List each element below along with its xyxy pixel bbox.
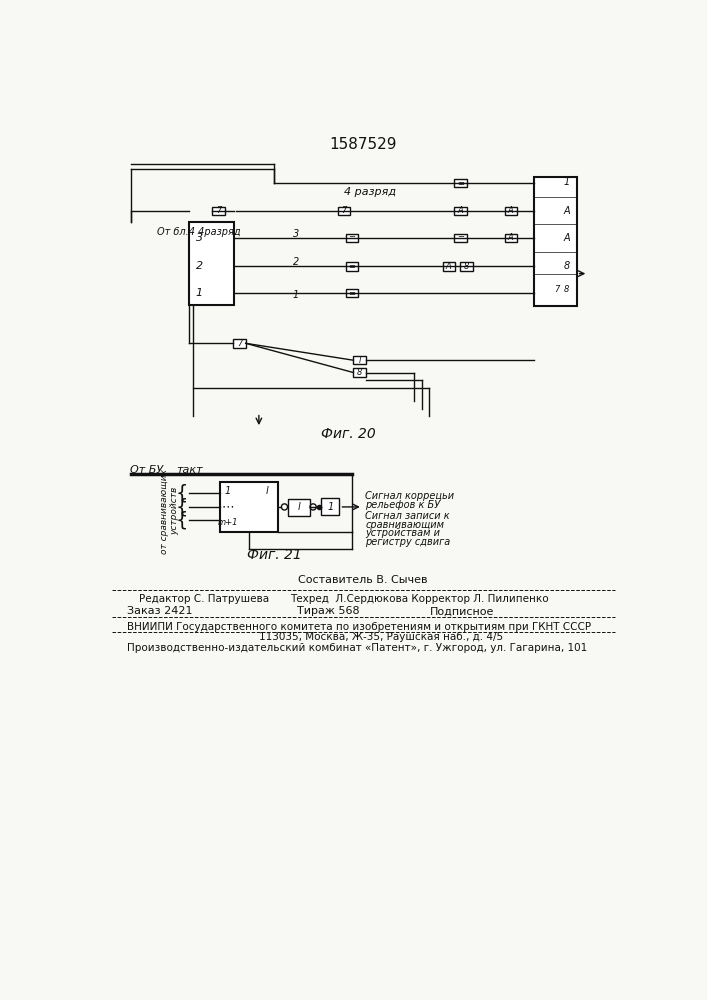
- Bar: [346, 289, 358, 297]
- Text: 1: 1: [327, 502, 333, 512]
- Text: От БУ: От БУ: [130, 465, 163, 475]
- Text: =: =: [349, 262, 356, 271]
- Text: =: =: [349, 233, 356, 242]
- Text: ⋯: ⋯: [221, 500, 234, 513]
- Text: Техред  Л.Сердюкова Корректор Л. Пилипенко: Техред Л.Сердюкова Корректор Л. Пилипенк…: [290, 594, 549, 604]
- Bar: [321, 498, 339, 515]
- Text: Подписное: Подписное: [429, 606, 493, 616]
- Text: =: =: [457, 233, 464, 242]
- Text: устройствам и: устройствам и: [365, 528, 440, 538]
- Bar: [534, 177, 577, 306]
- Bar: [288, 499, 310, 516]
- Text: 7: 7: [216, 206, 221, 215]
- Text: 1: 1: [293, 290, 299, 300]
- Text: ВНИИПИ Государственного комитета по изобретениям и открытиям при ГКНТ СССР: ВНИИПИ Государственного комитета по изоб…: [127, 622, 591, 632]
- Text: А: А: [508, 206, 513, 215]
- Bar: [346, 234, 358, 242]
- Text: рельефов к БУ: рельефов к БУ: [365, 500, 440, 510]
- Text: сравнивающим: сравнивающим: [365, 520, 444, 530]
- Bar: [189, 222, 234, 305]
- Text: А: А: [508, 233, 513, 242]
- Text: Фиг. 20: Фиг. 20: [321, 427, 375, 441]
- Text: {: {: [175, 497, 187, 516]
- Text: m+1: m+1: [218, 518, 238, 527]
- Text: 3: 3: [293, 229, 299, 239]
- Text: 1587529: 1587529: [329, 137, 397, 152]
- Bar: [354, 356, 366, 364]
- Bar: [212, 207, 225, 215]
- Text: 1: 1: [196, 288, 203, 298]
- Bar: [454, 207, 467, 215]
- Text: 1: 1: [225, 486, 231, 496]
- Text: l: l: [298, 502, 300, 512]
- Text: Сигнал записи к: Сигнал записи к: [365, 511, 450, 521]
- Bar: [354, 368, 366, 377]
- Text: От бл.4 4разряд: От бл.4 4разряд: [156, 227, 240, 237]
- Text: регистру сдвига: регистру сдвига: [365, 537, 450, 547]
- Text: 7: 7: [341, 206, 347, 215]
- Text: А: А: [563, 206, 570, 216]
- Text: l: l: [358, 356, 361, 365]
- Text: 8: 8: [564, 285, 569, 294]
- Text: А: А: [457, 206, 463, 215]
- Text: =: =: [457, 179, 464, 188]
- Text: Сигнал коррецьи: Сигнал коррецьи: [365, 491, 454, 501]
- Text: Заказ 2421: Заказ 2421: [127, 606, 192, 616]
- Bar: [454, 234, 467, 242]
- Bar: [346, 262, 358, 271]
- Bar: [220, 482, 279, 532]
- Text: 8: 8: [464, 262, 469, 271]
- Text: l: l: [265, 486, 268, 496]
- Text: =: =: [349, 289, 356, 298]
- Text: Фиг. 21: Фиг. 21: [247, 548, 302, 562]
- Text: Составитель В. Сычев: Составитель В. Сычев: [298, 575, 428, 585]
- Bar: [460, 262, 473, 271]
- Bar: [443, 262, 455, 271]
- Text: 1: 1: [563, 177, 570, 187]
- Text: 113035, Москва, Ж-35, Раушская наб., д. 4/5: 113035, Москва, Ж-35, Раушская наб., д. …: [259, 632, 503, 642]
- Text: Тираж 568: Тираж 568: [298, 606, 360, 616]
- Text: Производственно-издательский комбинат «Патент», г. Ужгород, ул. Гагарина, 101: Производственно-издательский комбинат «П…: [127, 643, 588, 653]
- Text: 2: 2: [293, 257, 299, 267]
- Bar: [233, 339, 246, 348]
- Text: А: А: [446, 262, 452, 271]
- Text: такт: такт: [176, 465, 202, 475]
- Text: 2: 2: [196, 261, 203, 271]
- Text: {: {: [175, 483, 187, 502]
- Text: {: {: [175, 511, 187, 530]
- Text: 7: 7: [554, 285, 560, 294]
- Bar: [338, 207, 351, 215]
- Text: 8: 8: [357, 368, 362, 377]
- Bar: [505, 207, 517, 215]
- Bar: [505, 234, 517, 242]
- Text: от сравнивающих
устройств: от сравнивающих устройств: [160, 469, 180, 554]
- Text: 7: 7: [237, 339, 243, 348]
- Bar: [454, 179, 467, 187]
- Text: 4 разряд: 4 разряд: [344, 187, 396, 197]
- Text: 8: 8: [563, 261, 570, 271]
- Text: Редактор С. Патрушева: Редактор С. Патрушева: [139, 594, 269, 604]
- Text: А: А: [563, 233, 570, 243]
- Text: 3: 3: [196, 233, 203, 243]
